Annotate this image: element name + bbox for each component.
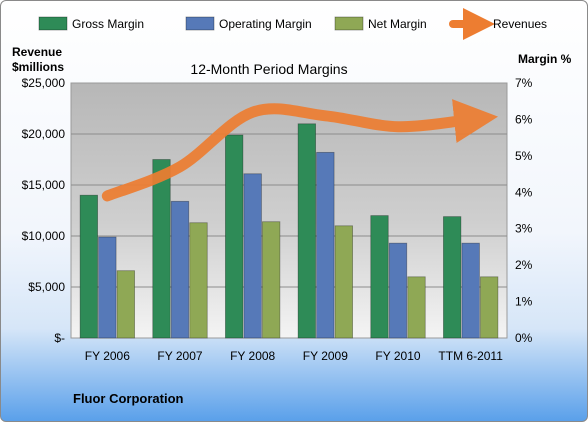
bar-operating-margin bbox=[461, 242, 480, 339]
left-tick-label: $5,000 bbox=[28, 280, 65, 294]
right-tick-label: 3% bbox=[515, 222, 533, 236]
right-tick-label: 6% bbox=[515, 112, 533, 126]
left-tick-label: $25,000 bbox=[22, 76, 66, 90]
legend-label: Gross Margin bbox=[72, 17, 144, 31]
right-tick-label: 1% bbox=[515, 295, 533, 309]
bar-operating-margin bbox=[243, 173, 262, 339]
revenue-line bbox=[101, 99, 499, 202]
bar-group bbox=[79, 123, 499, 339]
legend-swatch bbox=[334, 16, 364, 31]
bar-gross-margin bbox=[225, 134, 244, 339]
right-axis: 0% 1% 2% 3% 4% 5% 6% 7% bbox=[515, 76, 533, 345]
x-tick-label: FY 2008 bbox=[230, 349, 275, 363]
bar-net-margin bbox=[334, 225, 353, 339]
x-tick-label: FY 2010 bbox=[375, 349, 420, 363]
bar-gross-margin bbox=[370, 215, 389, 339]
right-tick-label: 2% bbox=[515, 258, 533, 272]
right-tick-label: 4% bbox=[515, 185, 533, 199]
legend-label: Revenues bbox=[493, 17, 547, 31]
legend: Gross Margin Operating Margin Net Margin Re… bbox=[38, 8, 547, 40]
left-axis-label-line1: Revenue bbox=[12, 45, 62, 59]
bar-net-margin bbox=[116, 270, 135, 339]
right-axis-label: Margin % bbox=[518, 52, 572, 66]
bar-gross-margin bbox=[152, 159, 171, 339]
x-tick-label: FY 2007 bbox=[157, 349, 202, 363]
right-tick-label: 5% bbox=[515, 149, 533, 163]
bar-operating-margin bbox=[316, 151, 335, 339]
right-tick-label: 0% bbox=[515, 331, 533, 345]
bar-gross-margin bbox=[79, 194, 98, 339]
bar-net-margin bbox=[407, 276, 426, 339]
footer-company: Fluor Corporation bbox=[73, 391, 184, 406]
bar-gross-margin bbox=[297, 123, 316, 339]
legend-swatch bbox=[185, 16, 215, 31]
bar-net-margin bbox=[189, 222, 208, 339]
left-tick-label: $15,000 bbox=[22, 178, 66, 192]
bar-operating-margin bbox=[98, 236, 117, 339]
left-tick-label: $10,000 bbox=[22, 229, 66, 243]
left-tick-label: $- bbox=[54, 331, 65, 345]
bar-operating-margin bbox=[170, 200, 190, 339]
bar-net-margin bbox=[480, 276, 499, 339]
bar-operating-margin bbox=[388, 242, 408, 339]
left-tick-label: $20,000 bbox=[22, 127, 66, 141]
legend-label: Operating Margin bbox=[219, 17, 312, 31]
left-axis: $- $5,000 $10,000 $15,000 $20,000 $25,000 bbox=[22, 76, 66, 345]
left-axis-label-line2: $millions bbox=[12, 60, 64, 74]
x-tick-label: FY 2009 bbox=[303, 349, 348, 363]
bar-net-margin bbox=[262, 221, 281, 339]
x-axis: FY 2006 FY 2007 FY 2008 FY 2009 FY 2010 TTM 6… bbox=[85, 349, 503, 363]
x-tick-label: TTM 6-2011 bbox=[438, 349, 503, 363]
legend-label: Net Margin bbox=[368, 17, 427, 31]
right-tick-label: 7% bbox=[515, 76, 533, 90]
x-tick-label: FY 2006 bbox=[85, 349, 130, 363]
bar-gross-margin bbox=[443, 216, 462, 339]
chart-title: 12-Month Period Margins bbox=[190, 61, 347, 77]
revenue-line-group bbox=[101, 99, 499, 202]
legend-swatch bbox=[38, 16, 68, 31]
